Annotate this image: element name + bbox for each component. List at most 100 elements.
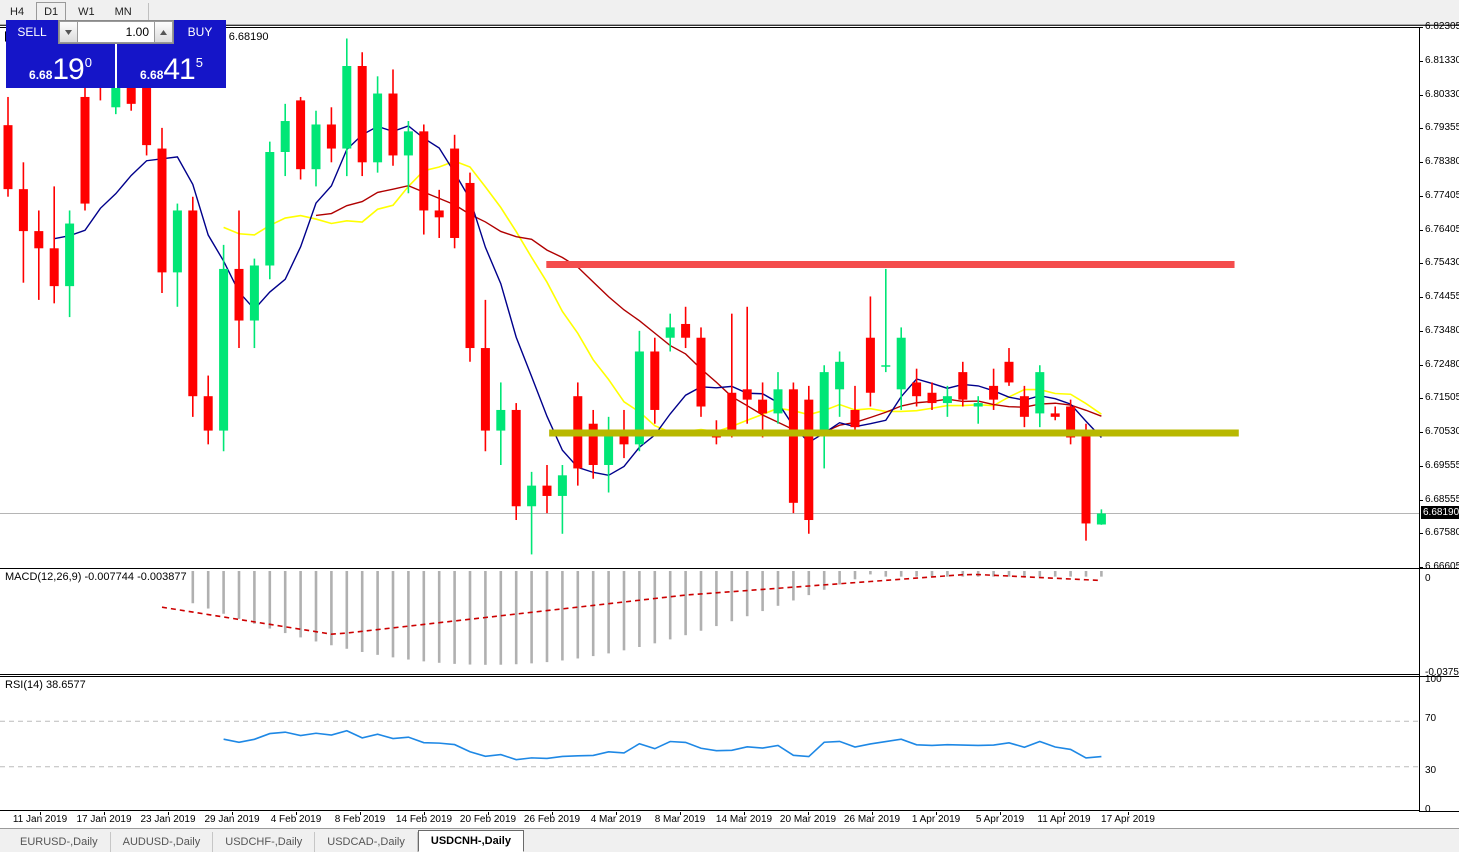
rsi-panel[interactable]: RSI(14) 38.6577 bbox=[0, 676, 1419, 811]
buy-price-main: 41 bbox=[163, 53, 195, 86]
buy-price-quote[interactable]: 6.68 41 5 bbox=[115, 44, 226, 88]
price-scale-tick bbox=[1420, 297, 1423, 298]
date-axis-tick bbox=[744, 812, 745, 815]
price-scale-label: 6.81330 bbox=[1425, 54, 1459, 66]
macd-plot-area bbox=[0, 569, 1419, 674]
price-scale-label: 6.68555 bbox=[1425, 493, 1459, 505]
trade-panel-quotes-row: 6.68 19 0 6.68 41 5 bbox=[6, 44, 226, 88]
buy-button[interactable]: BUY bbox=[174, 20, 226, 44]
price-scale-tick bbox=[1420, 499, 1423, 501]
date-axis-tick bbox=[808, 812, 809, 815]
date-axis-tick bbox=[40, 812, 41, 815]
date-axis-label: 11 Apr 2019 bbox=[1037, 814, 1091, 825]
volume-increase-button[interactable] bbox=[154, 21, 173, 43]
date-axis-tick bbox=[488, 812, 489, 815]
date-axis-label: 8 Mar 2019 bbox=[654, 814, 706, 825]
volume-input[interactable]: 1.00 bbox=[78, 21, 154, 43]
symbol-tab-audusd[interactable]: AUDUSD-,Daily bbox=[111, 832, 214, 852]
chart-frame: USDCNH-,Daily 6.67871 6.68305 6.67860 6.… bbox=[0, 22, 1459, 829]
macd-panel[interactable]: MACD(12,26,9) -0.007744 -0.003877 bbox=[0, 568, 1419, 675]
symbol-tab-bar: EURUSD-,Daily AUDUSD-,Daily USDCHF-,Daily U… bbox=[0, 828, 1459, 852]
toolbar-divider bbox=[147, 3, 149, 21]
buy-price-prefix: 6.68 bbox=[140, 68, 164, 82]
symbol-tab-usdcnh[interactable]: USDCNH-,Daily bbox=[417, 830, 524, 852]
one-click-trading-panel[interactable]: SELL 1.00 BUY 6.68 19 0 6.68 41 5 bbox=[6, 20, 226, 88]
timeframe-button-h4[interactable]: H4 bbox=[10, 6, 25, 18]
date-axis-label: 14 Mar 2019 bbox=[715, 814, 773, 825]
timeframe-button-d1[interactable]: D1 bbox=[36, 1, 67, 23]
price-scale-label: 6.67580 bbox=[1425, 527, 1459, 539]
macd-scale-label: -0.037525 bbox=[1425, 667, 1459, 678]
scale-panel-divider bbox=[1420, 811, 1459, 812]
price-scale-tick bbox=[1420, 195, 1423, 197]
price-plot-area[interactable] bbox=[0, 28, 1419, 567]
date-axis-tick bbox=[424, 812, 425, 815]
price-scale-tick bbox=[1420, 330, 1423, 332]
date-axis-tick bbox=[680, 812, 681, 815]
price-scale-label: 6.78380 bbox=[1425, 156, 1459, 167]
rsi-scale-label: 70 bbox=[1425, 713, 1437, 724]
date-axis-label: 4 Feb 2019 bbox=[270, 814, 322, 825]
volume-stepper[interactable]: 1.00 bbox=[58, 20, 174, 44]
date-axis-tick bbox=[360, 812, 361, 815]
date-axis-label: 26 Feb 2019 bbox=[523, 814, 581, 825]
volume-decrease-button[interactable] bbox=[59, 21, 78, 43]
price-scale-label: 6.75430 bbox=[1425, 257, 1459, 269]
price-scale-label: 6.69555 bbox=[1425, 459, 1459, 471]
symbol-tab-eurusd[interactable]: EURUSD-,Daily bbox=[8, 832, 111, 852]
date-axis-tick bbox=[1128, 812, 1129, 815]
price-scale-label: 6.74455 bbox=[1425, 291, 1459, 302]
date-axis-label: 8 Feb 2019 bbox=[334, 814, 386, 825]
date-axis-tick bbox=[168, 812, 169, 815]
rsi-scale-label: 30 bbox=[1425, 765, 1437, 776]
rsi-indicator-label: RSI(14) 38.6577 bbox=[5, 679, 86, 691]
date-axis-tick bbox=[1064, 812, 1065, 815]
date-axis-label: 1 Apr 2019 bbox=[911, 814, 961, 825]
timeframe-button-mn[interactable]: MN bbox=[114, 6, 132, 18]
sell-button[interactable]: SELL bbox=[6, 20, 58, 44]
date-axis: 11 Jan 2019 17 Jan 2019 23 Jan 2019 29 Jan … bbox=[0, 812, 1419, 829]
date-axis-label: 20 Mar 2019 bbox=[779, 814, 837, 825]
rsi-plot-area bbox=[0, 677, 1419, 810]
date-axis-tick bbox=[1000, 812, 1001, 815]
sell-price-quote[interactable]: 6.68 19 0 bbox=[6, 44, 115, 88]
symbol-tab-usdcad[interactable]: USDCAD-,Daily bbox=[315, 832, 418, 852]
symbol-tab-usdchf[interactable]: USDCHF-,Daily bbox=[213, 832, 316, 852]
date-axis-tick bbox=[552, 812, 553, 815]
price-scale-label: 6.77405 bbox=[1425, 189, 1459, 201]
date-axis-label: 23 Jan 2019 bbox=[140, 814, 196, 825]
date-axis-label: 4 Mar 2019 bbox=[590, 814, 642, 825]
date-axis-label: 26 Mar 2019 bbox=[843, 814, 901, 825]
date-axis-tick bbox=[296, 812, 297, 815]
date-axis-tick bbox=[104, 812, 105, 815]
date-axis-label: 17 Apr 2019 bbox=[1101, 814, 1155, 825]
rsi-scale-label: 100 bbox=[1425, 674, 1442, 685]
price-scale-tick bbox=[1420, 533, 1423, 535]
date-axis-label: 14 Feb 2019 bbox=[395, 814, 453, 825]
price-scale-tick bbox=[1420, 567, 1423, 568]
price-scale-label: 6.79355 bbox=[1425, 122, 1459, 134]
current-price-badge: 6.68190 bbox=[1421, 506, 1459, 520]
timeframe-button-w1[interactable]: W1 bbox=[78, 6, 95, 18]
macd-indicator-label: MACD(12,26,9) -0.007744 -0.003877 bbox=[5, 571, 187, 583]
price-scale-label: 6.82305 bbox=[1425, 21, 1459, 32]
price-scale-tick bbox=[1420, 94, 1423, 96]
price-scale-label: 6.72480 bbox=[1425, 358, 1459, 370]
price-scale-tick bbox=[1420, 432, 1423, 433]
date-axis-tick bbox=[232, 812, 233, 815]
sell-price-prefix: 6.68 bbox=[29, 68, 53, 82]
price-scale-label: 6.71505 bbox=[1425, 392, 1459, 404]
price-scale-tick bbox=[1420, 128, 1423, 130]
price-scale[interactable]: 6.82305 6.81330 6.80330 6.79355 6.78380 6.774… bbox=[1419, 22, 1459, 815]
date-axis-label: 17 Jan 2019 bbox=[76, 814, 132, 825]
scale-panel-divider bbox=[1420, 676, 1459, 677]
date-axis-tick bbox=[616, 812, 617, 815]
buy-price-fraction: 5 bbox=[195, 55, 203, 70]
price-scale-tick bbox=[1420, 398, 1423, 400]
price-scale-tick bbox=[1420, 229, 1423, 231]
price-panel[interactable]: USDCNH-,Daily 6.67871 6.68305 6.67860 6.… bbox=[0, 27, 1419, 567]
price-scale-label: 6.73480 bbox=[1425, 324, 1459, 336]
price-scale-label: 6.80330 bbox=[1425, 88, 1459, 100]
timeframe-toolbar: H4 D1 W1 MN bbox=[0, 0, 1459, 25]
